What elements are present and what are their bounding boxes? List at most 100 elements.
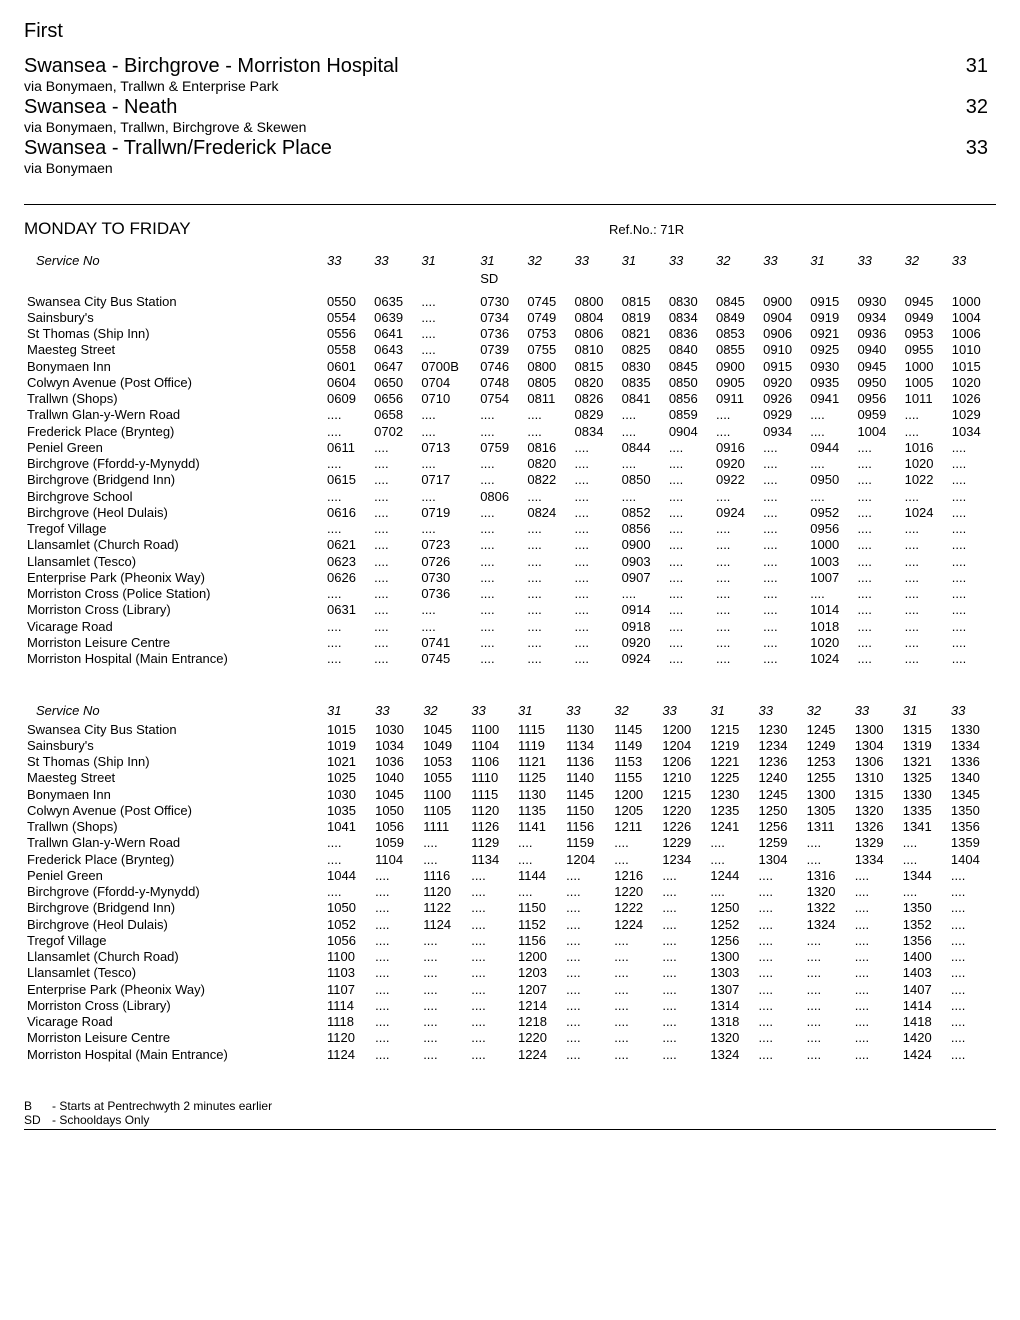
time-cell: 0919 — [807, 310, 854, 326]
time-cell: .... — [371, 537, 418, 553]
time-cell: .... — [948, 1047, 996, 1063]
time-cell: 0615 — [324, 472, 371, 488]
time-cell: .... — [477, 537, 524, 553]
time-cell: 0700B — [418, 359, 477, 375]
time-cell: 1025 — [324, 770, 372, 786]
time-cell: .... — [949, 586, 996, 602]
time-cell: 1020 — [807, 635, 854, 651]
time-cell: .... — [324, 489, 371, 505]
time-cell: 0726 — [418, 554, 477, 570]
time-cell: .... — [902, 554, 949, 570]
time-cell: 1035 — [324, 803, 372, 819]
time-cell: 0558 — [324, 342, 371, 358]
time-cell: 0626 — [324, 570, 371, 586]
time-cell: .... — [713, 651, 760, 667]
service-no: 32 — [611, 703, 659, 721]
time-cell: .... — [852, 1014, 900, 1030]
time-cell: .... — [852, 1047, 900, 1063]
time-cell: .... — [900, 852, 948, 868]
time-cell: .... — [807, 407, 854, 423]
time-cell: 1344 — [900, 868, 948, 884]
time-cell: .... — [666, 586, 713, 602]
time-cell: 0745 — [524, 294, 571, 310]
time-cell: .... — [477, 602, 524, 618]
time-cell: 1120 — [468, 803, 515, 819]
time-cell: 0719 — [418, 505, 477, 521]
time-cell: 0859 — [666, 407, 713, 423]
time-cell: 1124 — [324, 1047, 372, 1063]
time-cell: 0844 — [619, 440, 666, 456]
time-cell: .... — [572, 440, 619, 456]
time-cell: .... — [572, 602, 619, 618]
time-cell: 1350 — [948, 803, 996, 819]
time-cell: .... — [324, 651, 371, 667]
time-cell: .... — [666, 635, 713, 651]
time-cell: .... — [515, 852, 563, 868]
time-cell: .... — [804, 949, 852, 965]
time-cell: .... — [611, 982, 659, 998]
stop-name: Tregof Village — [24, 521, 324, 537]
time-cell: 1359 — [948, 835, 996, 851]
time-cell: 1207 — [515, 982, 563, 998]
time-cell: 1016 — [902, 440, 949, 456]
time-cell: .... — [666, 651, 713, 667]
time-cell: 1352 — [900, 917, 948, 933]
time-cell: .... — [563, 917, 611, 933]
time-cell: 1124 — [420, 917, 468, 933]
stop-name: Trallwn (Shops) — [24, 391, 324, 407]
time-cell: .... — [524, 602, 571, 618]
time-cell: .... — [563, 933, 611, 949]
time-cell: .... — [948, 982, 996, 998]
time-cell: .... — [902, 424, 949, 440]
time-cell: .... — [563, 965, 611, 981]
time-cell: .... — [324, 835, 372, 851]
time-cell: 1007 — [807, 570, 854, 586]
time-cell: 1314 — [707, 998, 755, 1014]
time-cell: .... — [468, 884, 515, 900]
time-cell: 1252 — [707, 917, 755, 933]
stop-name: Birchgrove School — [24, 489, 324, 505]
time-cell: 1320 — [804, 884, 852, 900]
time-cell: 0903 — [619, 554, 666, 570]
time-cell: 1403 — [900, 965, 948, 981]
time-cell: 0952 — [807, 505, 854, 521]
time-cell: .... — [619, 456, 666, 472]
time-cell: 1220 — [515, 1030, 563, 1046]
time-cell: 1324 — [707, 1047, 755, 1063]
time-cell: 1300 — [707, 949, 755, 965]
time-cell: .... — [902, 521, 949, 537]
stop-name: Enterprise Park (Pheonix Way) — [24, 570, 324, 586]
time-cell: .... — [666, 537, 713, 553]
time-cell: 0830 — [619, 359, 666, 375]
stop-name: Morriston Cross (Library) — [24, 602, 324, 618]
time-cell: .... — [713, 537, 760, 553]
stop-name: Colwyn Avenue (Post Office) — [24, 803, 324, 819]
time-cell: 1210 — [659, 770, 707, 786]
time-cell: .... — [418, 619, 477, 635]
time-cell: .... — [418, 326, 477, 342]
time-cell: 0935 — [807, 375, 854, 391]
time-cell: .... — [807, 456, 854, 472]
time-cell: 1021 — [324, 754, 372, 770]
time-cell: 0924 — [713, 505, 760, 521]
time-cell: .... — [611, 998, 659, 1014]
time-cell: 1004 — [854, 424, 901, 440]
time-cell: 1144 — [515, 868, 563, 884]
service-no: 31 — [807, 253, 854, 271]
time-cell: .... — [854, 619, 901, 635]
time-cell: 1211 — [611, 819, 659, 835]
time-cell: .... — [666, 619, 713, 635]
time-cell: 0850 — [619, 472, 666, 488]
operator-name: First — [24, 20, 996, 43]
time-cell: .... — [902, 619, 949, 635]
route-number: 31 — [966, 55, 996, 78]
time-cell: 1036 — [372, 754, 420, 770]
time-cell: 1334 — [852, 852, 900, 868]
time-cell: .... — [760, 521, 807, 537]
time-cell: .... — [420, 965, 468, 981]
time-cell: 0753 — [524, 326, 571, 342]
time-cell: .... — [659, 1014, 707, 1030]
time-cell: 0641 — [371, 326, 418, 342]
service-note — [619, 271, 666, 293]
time-cell: .... — [900, 884, 948, 900]
